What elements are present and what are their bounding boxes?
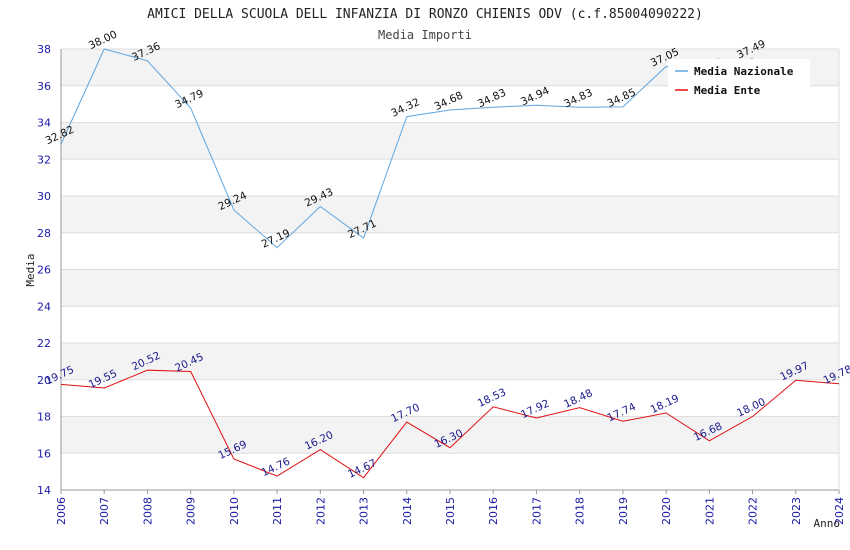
series-line bbox=[60, 369, 840, 479]
x-tick-label: 2010 bbox=[228, 497, 241, 525]
data-label: 18.48 bbox=[562, 387, 594, 411]
chart-title: AMICI DELLA SCUOLA DELL INFANZIA DI RONZ… bbox=[147, 7, 703, 22]
x-tick-label: 2012 bbox=[314, 497, 327, 525]
x-tick-label: 2014 bbox=[401, 497, 414, 525]
series-line bbox=[60, 48, 753, 249]
x-tick-label: 2006 bbox=[55, 497, 68, 525]
x-axis-label: Anno bbox=[814, 517, 841, 530]
y-tick-label: 14 bbox=[37, 484, 51, 497]
x-axis-ticks: 2006 2007 2008 2009 2010 2011 2012 2013 2014 2015… bbox=[55, 490, 846, 525]
data-label: 18.53 bbox=[476, 386, 508, 410]
x-tick-label: 2017 bbox=[530, 497, 543, 525]
data-label: 34.94 bbox=[519, 85, 552, 109]
x-tick-label: 2019 bbox=[617, 497, 630, 525]
legend-label: Media Ente bbox=[694, 84, 761, 97]
y-tick-label: 38 bbox=[37, 43, 51, 56]
series-group bbox=[60, 48, 840, 479]
x-tick-label: 2023 bbox=[790, 497, 803, 525]
y-tick-label: 18 bbox=[37, 411, 51, 424]
y-tick-label: 32 bbox=[37, 153, 51, 166]
y-tick-label: 34 bbox=[37, 117, 51, 130]
x-tick-label: 2011 bbox=[271, 497, 284, 525]
data-label: 34.32 bbox=[389, 96, 421, 120]
legend-box bbox=[668, 59, 810, 103]
y-tick-label: 26 bbox=[37, 264, 51, 277]
grid-band bbox=[61, 122, 839, 160]
chart-subtitle: Media Importi bbox=[378, 28, 472, 42]
y-tick-label: 30 bbox=[37, 190, 51, 203]
legend-label: Media Nazionale bbox=[694, 65, 794, 78]
y-tick-label: 36 bbox=[37, 80, 51, 93]
y-tick-label: 20 bbox=[37, 374, 51, 387]
x-tick-label: 2016 bbox=[487, 497, 500, 525]
x-tick-label: 2007 bbox=[98, 497, 111, 525]
legend: Media Nazionale Media Ente bbox=[668, 59, 810, 103]
y-tick-label: 24 bbox=[37, 300, 51, 313]
y-axis-label: Media bbox=[24, 253, 37, 286]
x-tick-label: 2020 bbox=[660, 497, 673, 525]
x-tick-label: 2024 bbox=[833, 497, 846, 525]
data-label: 34.79 bbox=[173, 87, 205, 111]
data-label: 19.75 bbox=[44, 364, 76, 388]
y-tick-label: 28 bbox=[37, 227, 51, 240]
y-tick-label: 22 bbox=[37, 337, 51, 350]
x-tick-label: 2008 bbox=[141, 497, 154, 525]
x-tick-label: 2015 bbox=[444, 497, 457, 525]
grid-band bbox=[61, 269, 839, 307]
y-tick-label: 16 bbox=[37, 447, 51, 460]
y-axis-ticks: 14 16 18 20 22 24 26 28 30 32 34 36 38 bbox=[37, 43, 51, 497]
grid-band bbox=[61, 343, 839, 380]
grid-band bbox=[61, 196, 839, 233]
data-label: 18.19 bbox=[649, 393, 681, 417]
x-tick-label: 2018 bbox=[574, 497, 587, 525]
x-tick-label: 2021 bbox=[703, 497, 716, 525]
x-tick-label: 2013 bbox=[358, 497, 371, 525]
x-tick-label: 2022 bbox=[747, 497, 760, 525]
x-tick-label: 2009 bbox=[185, 497, 198, 525]
